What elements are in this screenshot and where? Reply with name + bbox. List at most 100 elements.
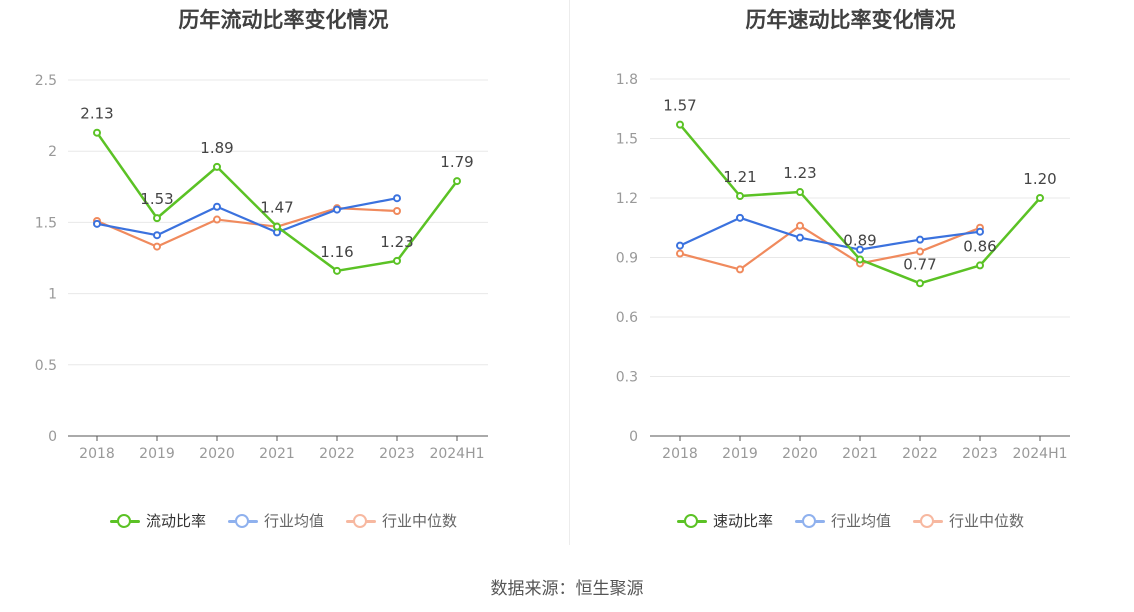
data-point bbox=[676, 120, 684, 129]
data-label: 2.13 bbox=[80, 105, 113, 123]
data-point bbox=[213, 202, 221, 211]
data-label: 0.86 bbox=[963, 237, 996, 255]
data-point bbox=[453, 177, 461, 186]
data-point bbox=[676, 241, 684, 250]
data-point bbox=[796, 188, 804, 197]
data-point bbox=[796, 233, 804, 242]
legend-label: 行业均值 bbox=[263, 512, 324, 530]
x-tick-label: 2024H1 bbox=[1012, 446, 1067, 462]
x-tick-label: 2019 bbox=[139, 446, 175, 462]
y-tick-label: 2 bbox=[48, 144, 57, 160]
data-label: 0.77 bbox=[903, 255, 936, 273]
data-point bbox=[153, 231, 161, 240]
series-line bbox=[679, 216, 981, 251]
data-point bbox=[93, 128, 101, 137]
x-tick-label: 2021 bbox=[259, 446, 295, 462]
data-point bbox=[393, 194, 401, 203]
data-point bbox=[213, 162, 221, 171]
legend-label: 行业中位数 bbox=[949, 512, 1025, 530]
data-label: 1.79 bbox=[440, 153, 473, 171]
data-point bbox=[393, 207, 401, 216]
legend-marker-icon bbox=[227, 513, 258, 528]
current-ratio-legend: 流动比率 行业均值 行业中位数 bbox=[0, 510, 567, 531]
data-point bbox=[736, 192, 744, 201]
data-point bbox=[736, 213, 744, 222]
data-point bbox=[856, 255, 864, 264]
y-tick-label: 1.8 bbox=[616, 72, 638, 88]
data-point bbox=[1036, 194, 1044, 202]
data-point bbox=[916, 279, 924, 288]
data-label: 1.89 bbox=[200, 139, 233, 157]
y-tick-label: 0 bbox=[629, 429, 638, 445]
data-point bbox=[976, 261, 984, 270]
quick-ratio-chart: 0 0.3 0.6 0.9 1.2 1.5 1.8 2018 2019 2020 2021 2022 2… bbox=[616, 72, 1070, 462]
legend-marker-icon bbox=[913, 513, 943, 528]
data-label: 0.89 bbox=[843, 231, 876, 249]
data-point bbox=[273, 222, 281, 231]
data-label: 1.53 bbox=[140, 190, 173, 208]
data-point bbox=[976, 227, 984, 236]
quick-ratio-chart-title: 历年速动比率变化情况 bbox=[745, 8, 956, 32]
quick-ratio-legend: 速动比率 行业均值 行业中位数 bbox=[567, 510, 1134, 531]
legend-marker-icon bbox=[794, 513, 825, 528]
x-tick-label: 2019 bbox=[722, 446, 758, 462]
data-label: 1.57 bbox=[663, 97, 696, 115]
x-tick-label: 2020 bbox=[782, 446, 818, 462]
y-tick-label: 2.5 bbox=[35, 73, 57, 89]
x-tick-label: 2023 bbox=[962, 446, 998, 462]
data-label: 1.23 bbox=[783, 164, 816, 182]
x-tick-label: 2022 bbox=[319, 446, 355, 462]
data-label: 1.47 bbox=[260, 199, 293, 217]
y-tick-label: 1 bbox=[48, 287, 57, 303]
y-tick-label: 0.9 bbox=[616, 251, 638, 267]
current-ratio-chart: 0 0.5 1 1.5 2 2.5 2018 2019 2020 2021 2022 2023 2024… bbox=[35, 73, 488, 462]
legend-label: 行业中位数 bbox=[382, 512, 458, 530]
legend-label: 行业均值 bbox=[830, 512, 891, 530]
y-tick-label: 0.3 bbox=[616, 370, 638, 386]
legend-item-current-ratio[interactable]: 流动比率 bbox=[109, 510, 206, 531]
series-line bbox=[96, 207, 398, 248]
y-tick-label: 1.5 bbox=[616, 132, 638, 148]
data-point bbox=[796, 221, 804, 230]
x-tick-label: 2018 bbox=[662, 446, 698, 462]
x-tick-label: 2018 bbox=[79, 446, 115, 462]
data-point bbox=[916, 235, 924, 244]
data-point bbox=[856, 245, 864, 254]
x-tick-label: 2022 bbox=[902, 446, 938, 462]
legend-item-quick-ratio[interactable]: 速动比率 bbox=[676, 510, 773, 531]
x-tick-label: 2020 bbox=[199, 446, 235, 462]
y-tick-label: 1.5 bbox=[35, 215, 57, 231]
y-tick-label: 0.5 bbox=[35, 358, 57, 374]
x-tick-label: 2021 bbox=[842, 446, 878, 462]
data-point bbox=[393, 256, 401, 265]
y-tick-label: 1.2 bbox=[616, 191, 638, 207]
legend-item-industry-mean[interactable]: 行业均值 bbox=[227, 510, 324, 531]
data-label: 1.16 bbox=[320, 243, 353, 261]
data-point bbox=[736, 265, 744, 274]
data-point bbox=[213, 215, 221, 224]
data-point bbox=[676, 249, 684, 258]
current-ratio-chart-title: 历年流动比率变化情况 bbox=[178, 8, 389, 32]
legend-label: 流动比率 bbox=[145, 512, 206, 530]
data-point bbox=[333, 266, 341, 275]
series-line bbox=[96, 197, 398, 237]
legend-item-industry-median[interactable]: 行业中位数 bbox=[346, 510, 457, 531]
data-source-note: 数据来源：恒生聚源 bbox=[490, 579, 644, 599]
legend-marker-icon bbox=[346, 513, 376, 528]
legend-marker-icon bbox=[109, 513, 140, 528]
quick-ratio-chart-panel: 历年速动比率变化情况 0 0.3 0.6 0.9 1.2 1.5 1.8 2018 2019 20… bbox=[567, 0, 1134, 560]
y-tick-label: 0.6 bbox=[616, 310, 638, 326]
data-label: 1.20 bbox=[1023, 170, 1056, 188]
data-point bbox=[153, 242, 161, 251]
data-point bbox=[333, 205, 341, 214]
legend-marker-icon bbox=[676, 513, 707, 528]
legend-item-industry-mean[interactable]: 行业均值 bbox=[794, 510, 891, 531]
x-tick-label: 2023 bbox=[379, 446, 415, 462]
x-tick-label: 2024H1 bbox=[429, 446, 484, 462]
legend-label: 速动比率 bbox=[712, 512, 773, 530]
data-label: 1.23 bbox=[380, 233, 413, 251]
panel-divider bbox=[569, 0, 570, 545]
current-ratio-chart-panel: 历年流动比率变化情况 0 0.5 1 1.5 2 2.5 2018 2019 2020 2021 2… bbox=[0, 0, 567, 560]
legend-item-industry-median[interactable]: 行业中位数 bbox=[913, 510, 1024, 531]
data-point bbox=[93, 219, 101, 228]
